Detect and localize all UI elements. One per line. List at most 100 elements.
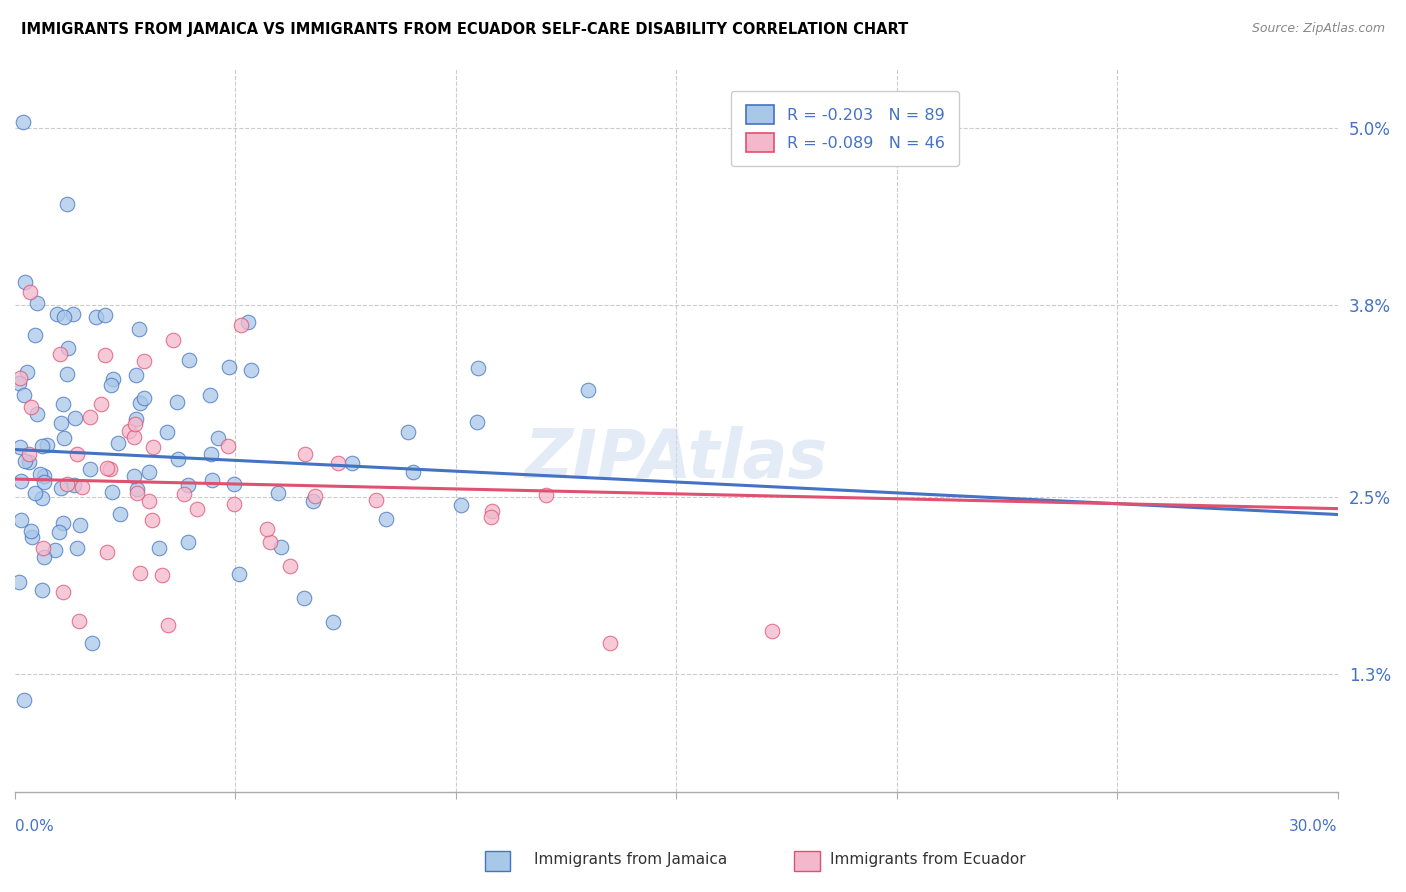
Point	[402, 466, 425, 480]
Text: IMMIGRANTS FROM JAMAICA VS IMMIGRANTS FROM ECUADOR SELF-CARE DISABILITY CORRELAT: IMMIGRANTS FROM JAMAICA VS IMMIGRANTS FR…	[21, 22, 908, 37]
Point	[14, 275, 37, 289]
Point	[396, 425, 419, 439]
Point	[53, 431, 76, 445]
Point	[79, 462, 101, 476]
Point	[49, 416, 72, 430]
Point	[156, 425, 179, 439]
Text: 30.0%: 30.0%	[1289, 819, 1337, 834]
Point	[10, 474, 32, 488]
Point	[198, 388, 221, 402]
Point	[229, 318, 252, 332]
Point	[125, 483, 148, 497]
Point	[304, 489, 326, 503]
Point	[13, 693, 35, 707]
Point	[342, 456, 364, 470]
Point	[166, 394, 188, 409]
Point	[224, 497, 246, 511]
Point	[467, 361, 489, 376]
Point	[207, 432, 229, 446]
Point	[56, 341, 79, 355]
Point	[201, 473, 224, 487]
Point	[150, 568, 173, 582]
Point	[28, 467, 51, 482]
Point	[69, 518, 91, 533]
Text: ZIPAtlas: ZIPAtlas	[524, 426, 828, 492]
Point	[8, 440, 31, 454]
Point	[44, 543, 66, 558]
Point	[761, 624, 783, 639]
Point	[576, 383, 599, 397]
Point	[53, 310, 76, 324]
Point	[108, 507, 131, 521]
Point	[217, 439, 239, 453]
Point	[67, 614, 90, 628]
Point	[11, 115, 34, 129]
Point	[17, 455, 39, 469]
Point	[27, 407, 49, 421]
Point	[481, 504, 503, 518]
Point	[200, 447, 222, 461]
Point	[8, 371, 31, 385]
Point	[31, 491, 53, 505]
Point	[302, 493, 325, 508]
Point	[13, 388, 35, 402]
Point	[10, 513, 32, 527]
Point	[72, 480, 94, 494]
Point	[141, 514, 163, 528]
Point	[66, 447, 89, 461]
Point	[80, 636, 103, 650]
Point	[465, 416, 488, 430]
Point	[177, 478, 200, 492]
Point	[18, 285, 41, 300]
Point	[48, 524, 70, 539]
Point	[56, 367, 79, 381]
Point	[364, 493, 387, 508]
Text: 0.0%: 0.0%	[15, 819, 53, 834]
Point	[35, 438, 58, 452]
Point	[52, 516, 75, 531]
Point	[27, 295, 49, 310]
Point	[34, 469, 56, 483]
Point	[122, 468, 145, 483]
Point	[222, 476, 245, 491]
Point	[292, 591, 315, 605]
Point	[66, 541, 89, 555]
Point	[45, 307, 67, 321]
Point	[84, 310, 107, 325]
Point	[20, 400, 42, 414]
Point	[62, 307, 84, 321]
Text: Immigrants from Ecuador: Immigrants from Ecuador	[830, 852, 1025, 867]
Point	[259, 534, 281, 549]
Point	[31, 439, 53, 453]
Legend: R = -0.203   N = 89, R = -0.089   N = 46: R = -0.203 N = 89, R = -0.089 N = 46	[731, 91, 959, 166]
Point	[238, 315, 260, 329]
Point	[32, 549, 55, 564]
Point	[8, 376, 31, 390]
Point	[34, 475, 56, 489]
Point	[138, 465, 160, 479]
Point	[228, 566, 250, 581]
Text: Source: ZipAtlas.com: Source: ZipAtlas.com	[1251, 22, 1385, 36]
Point	[218, 360, 240, 375]
Point	[270, 540, 292, 554]
Point	[52, 585, 75, 599]
Point	[98, 461, 121, 475]
Point	[8, 574, 31, 589]
Point	[90, 397, 112, 411]
Point	[15, 365, 38, 379]
Point	[94, 348, 117, 362]
Point	[142, 440, 165, 454]
Point	[31, 582, 53, 597]
Point	[157, 617, 180, 632]
Point	[101, 484, 124, 499]
Point	[134, 391, 156, 405]
Point	[129, 566, 152, 581]
Point	[62, 478, 84, 492]
Point	[49, 482, 72, 496]
Point	[14, 454, 37, 468]
Point	[96, 545, 118, 559]
Point	[375, 512, 398, 526]
Point	[107, 436, 129, 450]
Point	[100, 378, 122, 392]
Point	[148, 541, 170, 555]
